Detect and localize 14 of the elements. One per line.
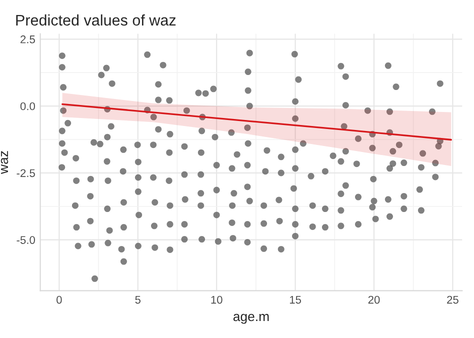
x-tick-label: 5 xyxy=(135,296,141,304)
y-tick-label: 0.0 xyxy=(20,102,35,110)
y-tick-label: -2.5 xyxy=(16,169,35,178)
chart-title: Predicted values of waz xyxy=(16,14,176,26)
y-tick-label: 2.5 xyxy=(20,35,35,44)
y-tick-label: -5.0 xyxy=(16,236,35,244)
x-tick-label: 15 xyxy=(290,296,302,304)
x-tick-label: 20 xyxy=(368,296,380,304)
x-axis-title: age.m xyxy=(233,314,269,324)
x-tick-label: 25 xyxy=(447,296,458,304)
x-tick-label: 10 xyxy=(211,296,222,304)
x-tick-label: 0 xyxy=(56,296,62,304)
line-series xyxy=(61,103,452,141)
y-axis-title: waz xyxy=(0,151,8,174)
